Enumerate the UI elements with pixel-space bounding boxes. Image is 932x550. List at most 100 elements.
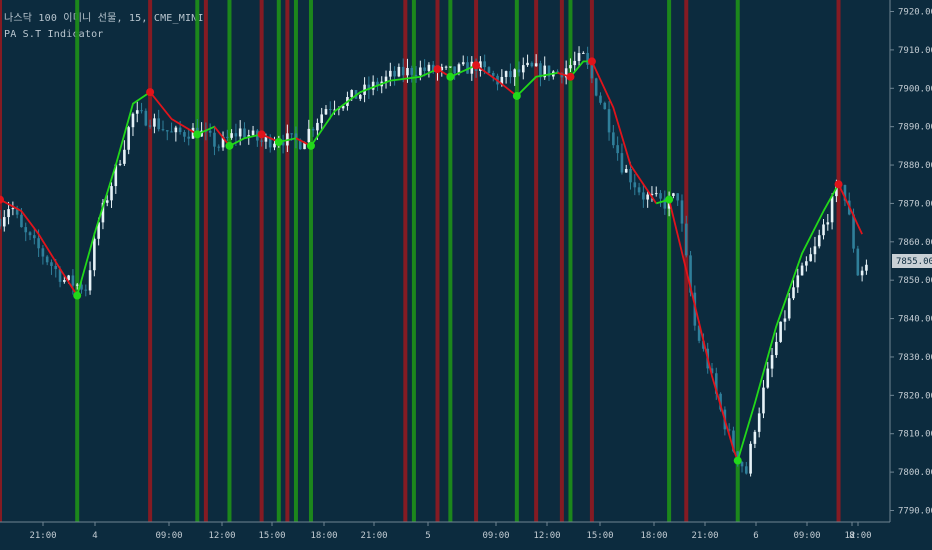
candle-body [268,137,272,148]
candle-body [813,246,817,255]
candle-body [427,64,431,71]
candle-body [500,76,504,85]
candle-body [165,130,169,132]
candle-body [792,287,795,299]
candle-body [586,52,589,65]
candle-body [547,65,551,77]
candle-body [131,113,135,128]
candle-body [431,64,435,73]
buy-signal-bar [448,0,453,522]
time-tick-label: 09:00 [155,531,182,541]
time-tick-label: 18:00 [640,531,667,541]
sell-signal-bar [203,0,208,522]
candle-body [213,132,216,147]
buy-signal-bar [568,0,573,522]
candle-body [573,60,577,66]
candle-body [135,110,139,114]
candle-body [556,71,559,74]
price-tick-label: 7790.00 [898,506,932,516]
candle-body [24,227,28,233]
candle-body [856,248,860,276]
candle-body [577,53,581,61]
downtrend-segment [591,61,657,204]
sell-signal-bar [474,0,479,522]
buy-signal-bar [276,0,281,522]
candle-body [826,222,830,225]
time-tick-label: 21:00 [691,531,718,541]
candle-body [174,127,178,133]
price-axis: 7920.00 7910.00 7900.00 7890.00 7880.00 7870.… [889,0,932,522]
candle-body [294,133,298,140]
candle-body [852,214,855,249]
indicator-label[interactable]: PA S.T Indicator [4,29,104,40]
sell-marker [433,65,442,74]
downtrend-segment [0,198,78,296]
candle-body [753,431,757,444]
candle-body [84,289,88,291]
candle-body [757,413,761,432]
candle-body [75,284,79,286]
candle-body [654,193,658,195]
candle-body [238,128,242,137]
buy-marker [193,130,202,139]
candle-body [646,194,649,200]
candle-body [260,140,263,142]
candle-body [234,133,238,137]
candle-body [333,109,336,111]
candle-body [843,185,847,201]
candle-body [830,196,834,223]
candle-body [161,129,165,131]
candle-body [358,94,362,99]
candle-body [341,105,345,109]
sell-signal-bar [836,0,841,522]
candle-body [410,67,414,75]
buy-marker [512,91,521,100]
candle-body [63,280,66,282]
candle-body [320,114,323,123]
candle-body [118,163,122,165]
candle-body [633,182,637,188]
sell-signal-bar [403,0,408,522]
time-tick-label: 09:00 [793,531,820,541]
candle-body [809,254,812,262]
candle-body [835,185,838,197]
candle-body [221,136,225,148]
symbol-title[interactable]: 나스닥 100 이미니 선물, 15, CME_MINI [4,13,204,24]
candle-body [328,109,332,111]
candle-body [41,248,45,257]
candle-body [350,90,354,97]
candle-body [779,321,782,342]
candle-body [487,67,491,73]
price-tick-label: 7900.00 [898,84,932,94]
candle-body [376,81,379,87]
candle-body [11,208,15,210]
candle-body [324,109,328,115]
buy-signal-bar [735,0,740,522]
candle-body [0,218,2,227]
candle-body [148,125,152,127]
buy-signal-bar [75,0,80,522]
candle-body [401,66,405,76]
candle-body [796,275,800,288]
sell-signal-bar [589,0,594,522]
candle-body [371,81,375,90]
candle-body [37,238,40,249]
candle-body [406,67,409,76]
buy-signal-bar [293,0,298,522]
candle-body [745,466,748,474]
sell-signal-bar [435,0,440,522]
sell-marker [587,57,596,66]
uptrend-segment [310,68,438,147]
candle-body [663,198,667,209]
candle-body [676,193,679,201]
price-tick-label: 7910.00 [898,46,932,56]
candle-body [251,130,255,136]
buy-signal-bar [514,0,519,522]
candle-body [15,208,19,215]
candle-body [58,269,62,282]
candle-body [440,67,444,71]
candle-body [50,262,53,266]
candle-body [71,275,75,286]
candle-body [620,153,624,173]
